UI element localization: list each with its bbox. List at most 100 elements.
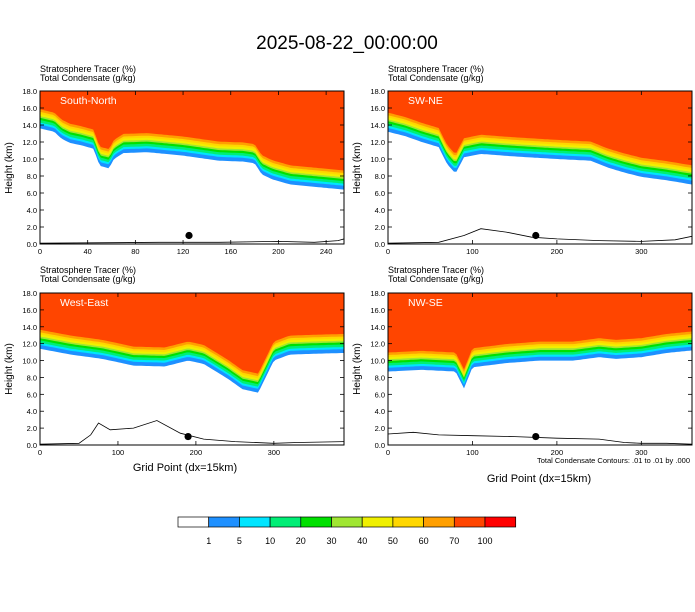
x-tick-label: 240 bbox=[320, 247, 333, 256]
colorbar-label: 40 bbox=[357, 536, 367, 546]
panel-header-line2-swne: Total Condensate (g/kg) bbox=[388, 73, 484, 83]
panel-header-line1-we: Stratosphere Tracer (%) bbox=[40, 265, 136, 275]
colorbar-label: 50 bbox=[388, 536, 398, 546]
panel-nwse: NW-SE 0.0 2.0 4.0 6.0 8.0 10.0 12.0 14.0 16.0 18.0… bbox=[370, 289, 693, 457]
colorbar-label: 30 bbox=[326, 536, 336, 546]
panel-header-line1-swne: Stratosphere Tracer (%) bbox=[388, 64, 484, 74]
colorbar-swatch bbox=[361, 516, 394, 528]
location-marker bbox=[185, 231, 193, 240]
x-tick-label: 0 bbox=[386, 247, 390, 256]
y-tick-label: 16.0 bbox=[370, 306, 385, 315]
y-tick-label: 4.0 bbox=[375, 206, 385, 215]
x-tick-label: 300 bbox=[635, 448, 648, 457]
y-tick-label: 14.0 bbox=[22, 323, 37, 332]
y-tick-label: 16.0 bbox=[370, 104, 385, 113]
y-tick-label: 4.0 bbox=[27, 206, 37, 215]
y-tick-label: 10.0 bbox=[370, 155, 385, 164]
y-tick-label: 0.0 bbox=[27, 441, 37, 450]
x-tick-label: 200 bbox=[272, 247, 285, 256]
y-tick-label: 18.0 bbox=[22, 87, 37, 96]
panel-we: West-East 0.0 2.0 4.0 6.0 8.0 10.0 12.0 14.0 16.0… bbox=[22, 289, 345, 457]
panel-label: SW-NE bbox=[408, 95, 443, 107]
y-tick-label: 14.0 bbox=[22, 121, 37, 130]
y-tick-label: 2.0 bbox=[27, 223, 37, 232]
y-axis-label-swne: Height (km) bbox=[352, 142, 363, 194]
panel-sn: South-North 0.0 2.0 4.0 6.0 8.0 10.0 12.0 14.0 16… bbox=[22, 87, 345, 256]
colorbar-swatch bbox=[423, 516, 455, 528]
location-marker bbox=[532, 432, 540, 441]
panel-swne: SW-NE 0.0 2.0 4.0 6.0 8.0 10.0 12.0 14.0 16.0 18.0… bbox=[370, 87, 693, 256]
plot-frame bbox=[387, 90, 693, 245]
colorbar-swatch bbox=[484, 516, 517, 528]
y-tick-label: 16.0 bbox=[22, 306, 37, 315]
y-axis-label-nwse: Height (km) bbox=[352, 343, 363, 395]
y-tick-label: 18.0 bbox=[370, 87, 385, 96]
y-tick-label: 6.0 bbox=[27, 189, 37, 198]
y-tick-label: 10.0 bbox=[22, 357, 37, 366]
x-tick-label: 0 bbox=[38, 448, 42, 457]
y-tick-label: 6.0 bbox=[27, 390, 37, 399]
y-tick-label: 8.0 bbox=[375, 172, 385, 181]
y-tick-label: 0.0 bbox=[375, 240, 385, 249]
colorbar-swatch bbox=[392, 516, 424, 528]
x-axis-label-we: Grid Point (dx=15km) bbox=[133, 462, 237, 474]
x-tick-label: 200 bbox=[190, 448, 203, 457]
x-tick-label: 100 bbox=[466, 448, 479, 457]
x-tick-label: 100 bbox=[112, 448, 125, 457]
plot-frame bbox=[39, 292, 345, 446]
y-tick-label: 14.0 bbox=[370, 121, 385, 130]
y-tick-label: 16.0 bbox=[22, 104, 37, 113]
x-tick-label: 0 bbox=[386, 448, 390, 457]
x-tick-label: 300 bbox=[635, 247, 648, 256]
x-tick-label: 80 bbox=[131, 247, 139, 256]
y-tick-label: 12.0 bbox=[370, 340, 385, 349]
plot-frame bbox=[39, 90, 345, 245]
y-tick-label: 8.0 bbox=[27, 373, 37, 382]
x-tick-label: 120 bbox=[177, 247, 190, 256]
tracer-band bbox=[388, 293, 692, 370]
orography-line bbox=[40, 238, 344, 244]
contour-note: Total Condensate Contours: .01 to .01 by… bbox=[537, 456, 690, 465]
plot-frame bbox=[387, 292, 693, 446]
figure-title: 2025-08-22_00:00:00 bbox=[256, 33, 438, 54]
y-tick-label: 12.0 bbox=[22, 138, 37, 147]
y-tick-label: 0.0 bbox=[27, 240, 37, 249]
y-axis-label-we: Height (km) bbox=[4, 343, 15, 395]
y-tick-label: 4.0 bbox=[27, 407, 37, 416]
colorbar-swatch bbox=[453, 516, 486, 528]
y-tick-label: 4.0 bbox=[375, 407, 385, 416]
y-tick-label: 10.0 bbox=[370, 357, 385, 366]
location-marker bbox=[532, 231, 540, 240]
colorbar-swatch bbox=[239, 516, 271, 528]
y-tick-label: 8.0 bbox=[375, 373, 385, 382]
panel-header-line2-sn: Total Condensate (g/kg) bbox=[40, 73, 136, 83]
colorbar-swatch bbox=[177, 516, 210, 528]
y-tick-label: 18.0 bbox=[22, 289, 37, 298]
colorbar: 1 5 10 20 30 40 50 60 70 100 bbox=[177, 516, 517, 546]
y-tick-label: 12.0 bbox=[370, 138, 385, 147]
panel-header-line2-nwse: Total Condensate (g/kg) bbox=[388, 274, 484, 284]
x-tick-label: 300 bbox=[268, 448, 281, 457]
colorbar-label: 10 bbox=[265, 536, 275, 546]
panel-label: West-East bbox=[60, 297, 108, 309]
panel-header-line1-nwse: Stratosphere Tracer (%) bbox=[388, 265, 484, 275]
panel-label: NW-SE bbox=[408, 297, 443, 309]
y-tick-label: 18.0 bbox=[370, 289, 385, 298]
colorbar-swatch bbox=[331, 516, 363, 528]
colorbar-swatch bbox=[208, 516, 240, 528]
x-tick-label: 0 bbox=[38, 247, 42, 256]
orography-line bbox=[388, 431, 692, 445]
y-tick-label: 8.0 bbox=[27, 172, 37, 181]
location-marker bbox=[184, 432, 192, 441]
x-axis-label-nwse: Grid Point (dx=15km) bbox=[487, 473, 591, 485]
y-tick-label: 2.0 bbox=[27, 424, 37, 433]
colorbar-swatch bbox=[269, 516, 302, 528]
x-tick-label: 160 bbox=[224, 247, 237, 256]
x-tick-label: 200 bbox=[551, 448, 564, 457]
panel-header-line2-we: Total Condensate (g/kg) bbox=[40, 274, 136, 284]
colorbar-swatch bbox=[300, 516, 332, 528]
y-axis-label-sn: Height (km) bbox=[4, 142, 15, 194]
colorbar-label: 60 bbox=[419, 536, 429, 546]
y-tick-label: 6.0 bbox=[375, 390, 385, 399]
